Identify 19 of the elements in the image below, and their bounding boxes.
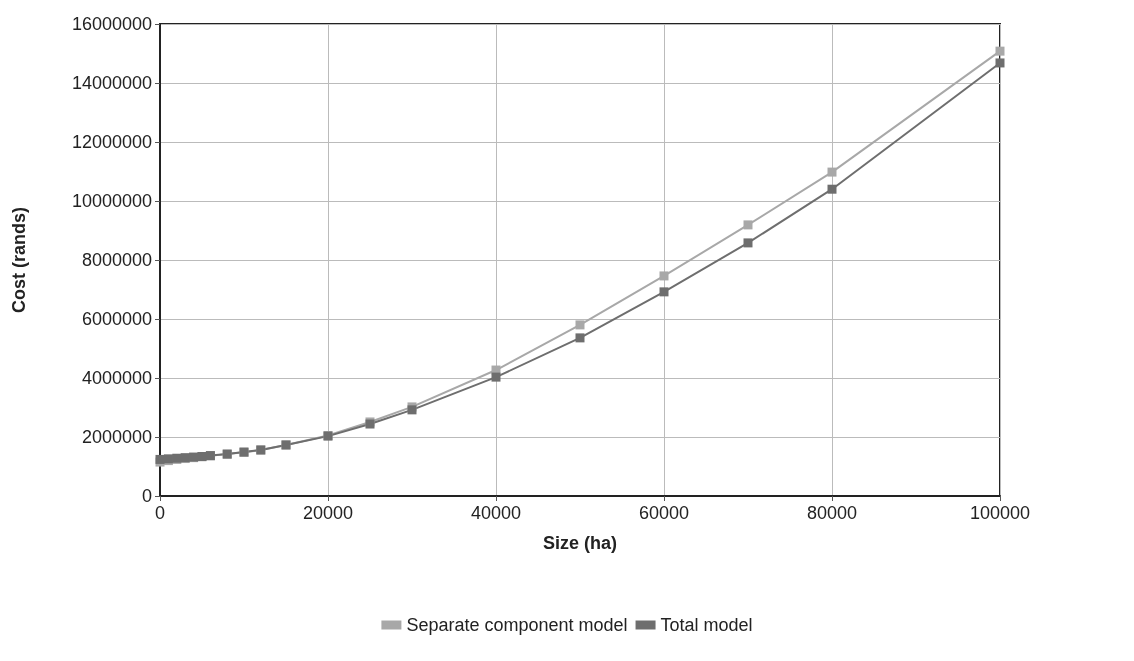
legend-label: Total model: [660, 615, 753, 635]
x-tick-label: 100000: [969, 503, 1031, 523]
x-tick-label: 0: [154, 503, 166, 523]
y-tick-label: 16000000: [71, 14, 152, 34]
y-tick-label: 10000000: [71, 191, 152, 211]
x-tick-label: 60000: [638, 503, 690, 523]
y-axis-title: Cost (rands): [9, 206, 29, 314]
y-tick-label: 6000000: [81, 309, 152, 329]
legend-label: Separate component model: [406, 615, 628, 635]
y-tick-label: 0: [141, 486, 152, 506]
x-tick-label: 20000: [302, 503, 354, 523]
y-tick-label: 2000000: [81, 427, 152, 447]
y-tick-label: 8000000: [81, 250, 152, 270]
y-tick-label: 12000000: [71, 132, 152, 152]
x-axis-title: Size (ha): [542, 533, 618, 553]
x-tick-label: 40000: [470, 503, 522, 523]
y-tick-label: 4000000: [81, 368, 152, 388]
y-tick-label: 14000000: [71, 73, 152, 93]
x-tick-label: 80000: [806, 503, 858, 523]
